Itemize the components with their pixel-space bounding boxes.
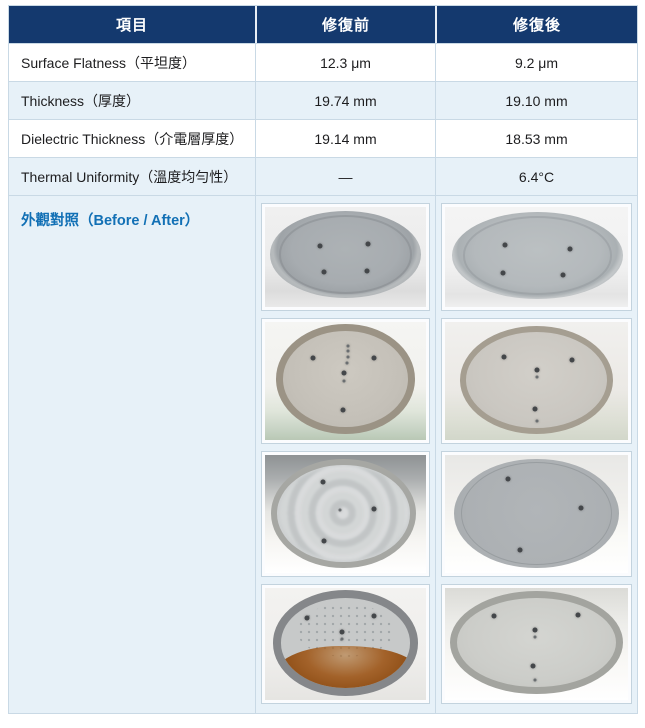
pin-hole-dot <box>560 272 566 278</box>
after-photo-3 <box>442 452 631 576</box>
pin-hole-dot <box>567 246 573 252</box>
table-row-thermal-uniformity: Thermal Uniformity（溫度均勻性） — 6.4°C <box>9 157 637 195</box>
pin-hole-dot <box>535 375 538 379</box>
row-label-surface-flatness: Surface Flatness（平坦度） <box>21 54 197 71</box>
before-photo-4 <box>262 585 429 703</box>
thermal-uniformity-before-value: — <box>255 158 435 195</box>
pin-hole-dot <box>371 613 377 619</box>
pin-hole-dot <box>310 355 316 361</box>
ceramic-disc-graphic <box>452 212 623 299</box>
brown-residue-stain <box>281 645 410 688</box>
pin-hole-dot <box>575 612 581 618</box>
pin-hole-dot <box>532 627 538 633</box>
table-row-dielectric-thickness: Dielectric Thickness（介電層厚度） 19.14 mm 18.… <box>9 119 637 157</box>
pin-hole-dot <box>534 367 539 373</box>
pin-hole-dot <box>341 370 347 376</box>
before-photo-2 <box>262 319 429 443</box>
table-row-surface-flatness: Surface Flatness（平坦度） 12.3 μm 9.2 μm <box>9 43 637 81</box>
pin-hole-dot <box>321 269 327 275</box>
ceramic-disc-graphic <box>271 458 417 569</box>
row-label-thickness: Thickness（厚度） <box>21 92 141 109</box>
before-photo-1 <box>262 204 429 310</box>
column-header-after: 修復後 <box>435 6 637 43</box>
pin-hole-dot <box>371 506 377 512</box>
thermal-uniformity-after-value: 6.4°C <box>435 158 637 195</box>
appearance-comparison-label-cell: 外觀對照（Before / After） <box>9 196 255 713</box>
pin-hole-dot <box>532 406 538 412</box>
ceramic-disc-graphic <box>450 591 623 695</box>
ceramic-disc-graphic <box>459 325 614 435</box>
column-header-item: 項目 <box>115 17 148 34</box>
dielectric-thickness-after-value: 18.53 mm <box>435 120 637 157</box>
pin-hole-dot <box>338 508 342 512</box>
thickness-before-value: 19.74 mm <box>255 82 435 119</box>
table-row-thickness: Thickness（厚度） 19.74 mm 19.10 mm <box>9 81 637 119</box>
pin-hole-dot <box>345 361 349 365</box>
appearance-comparison-label: 外觀對照（Before / After） <box>21 213 200 229</box>
comparison-table: 項目 修復前 修復後 Surface Flatness（平坦度） 12.3 μm… <box>8 5 638 714</box>
pin-hole-dot <box>340 637 344 641</box>
pin-hole-dot <box>502 242 508 248</box>
before-photo-3 <box>262 452 429 576</box>
row-label-thermal-uniformity: Thermal Uniformity（溫度均勻性） <box>21 168 238 185</box>
pin-hole-dot <box>517 547 523 553</box>
pin-hole-dot <box>535 419 538 423</box>
pin-hole-dot <box>364 268 370 274</box>
pin-hole-dot <box>340 407 346 413</box>
ceramic-disc-graphic <box>454 458 619 569</box>
surface-flatness-after-value: 9.2 μm <box>435 44 637 81</box>
appearance-comparison-row: 外觀對照（Before / After） <box>9 195 637 713</box>
pin-hole-dot <box>505 476 511 482</box>
row-label-dielectric-thickness: Dielectric Thickness（介電層厚度） <box>21 130 244 147</box>
pin-hole-dot <box>317 243 323 249</box>
after-photo-column <box>435 196 637 713</box>
after-photo-4 <box>442 585 631 703</box>
pin-hole-dot <box>346 355 350 359</box>
after-photo-2 <box>442 319 631 443</box>
surface-flatness-before-value: 12.3 μm <box>255 44 435 81</box>
dielectric-thickness-before-value: 19.14 mm <box>255 120 435 157</box>
pin-hole-dot <box>342 379 346 383</box>
table-header-row: 項目 修復前 修復後 <box>9 6 637 43</box>
ceramic-disc-graphic <box>269 211 422 298</box>
pin-hole-dot <box>339 629 345 635</box>
pin-hole-dot <box>533 635 537 639</box>
pin-hole-dot <box>365 241 371 247</box>
pin-hole-dot <box>346 344 350 348</box>
ceramic-disc-graphic <box>276 324 415 435</box>
pin-hole-dot <box>491 613 497 619</box>
pin-hole-dot <box>304 615 310 621</box>
pin-hole-dot <box>346 349 350 353</box>
pin-hole-dot <box>501 354 507 360</box>
pin-hole-dot <box>578 505 584 511</box>
pin-hole-dot <box>533 678 537 682</box>
pin-hole-dot <box>321 538 327 544</box>
ceramic-disc-graphic <box>273 590 418 696</box>
thickness-after-value: 19.10 mm <box>435 82 637 119</box>
pin-hole-dot <box>569 357 575 363</box>
column-header-before: 修復前 <box>255 6 435 43</box>
pin-hole-dot <box>320 479 326 485</box>
pin-hole-dot <box>530 663 536 669</box>
before-photo-column <box>255 196 435 713</box>
pin-hole-dot <box>371 355 377 361</box>
pin-hole-dot <box>500 270 506 276</box>
after-photo-1 <box>442 204 631 310</box>
